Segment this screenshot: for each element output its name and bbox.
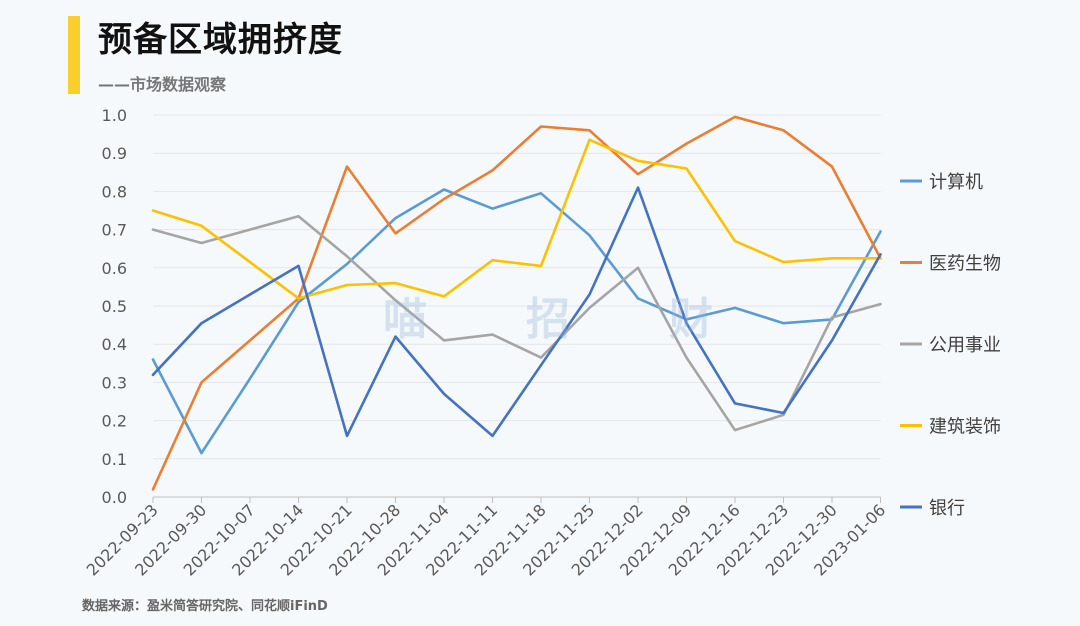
page-subtitle: ——市场数据观察 bbox=[98, 75, 227, 94]
x-axis: 2022-09-232022-09-302022-10-072022-10-14… bbox=[83, 496, 889, 580]
chart-series bbox=[151, 115, 882, 491]
y-tick-label: 0.2 bbox=[102, 412, 127, 431]
y-tick-label: 0.6 bbox=[102, 259, 127, 278]
y-tick-label: 1.0 bbox=[102, 106, 127, 125]
y-axis: 0.0 0.1 0.2 0.3 0.4 0.5 0.6 0.7 0.8 0.9 1.0 bbox=[102, 106, 127, 507]
page-title: 预备区域拥挤度 bbox=[98, 20, 343, 60]
title-accent-bar bbox=[68, 16, 80, 94]
y-tick-label: 0.5 bbox=[102, 297, 127, 316]
series-line bbox=[151, 188, 882, 455]
legend-label: 公用事业 bbox=[929, 335, 1001, 356]
y-tick-label: 0.8 bbox=[102, 182, 127, 201]
series-line bbox=[151, 115, 882, 491]
series-line bbox=[151, 186, 882, 438]
data-source-note: 数据来源：盈米简答研究院、同花顺iFinD bbox=[82, 599, 328, 614]
legend-label: 银行 bbox=[929, 498, 965, 519]
y-tick-label: 0.0 bbox=[102, 488, 127, 507]
legend-label: 建筑装饰 bbox=[929, 417, 1001, 438]
y-tick-label: 0.3 bbox=[102, 373, 127, 392]
series-line bbox=[151, 138, 882, 300]
legend-label: 计算机 bbox=[929, 172, 983, 193]
legend-label: 医药生物 bbox=[929, 254, 1001, 275]
chart-grid bbox=[153, 114, 881, 460]
y-tick-label: 0.4 bbox=[102, 335, 127, 354]
y-tick-label: 0.7 bbox=[102, 221, 127, 240]
y-tick-label: 0.1 bbox=[102, 450, 127, 469]
series-line bbox=[151, 214, 882, 432]
y-tick-label: 0.9 bbox=[102, 144, 127, 163]
